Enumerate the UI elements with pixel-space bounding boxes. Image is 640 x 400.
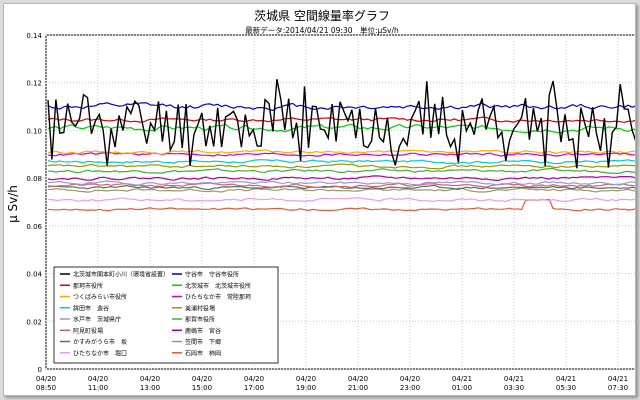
x-tick-date: 04/20 bbox=[140, 375, 160, 383]
series-line bbox=[47, 197, 637, 203]
legend-label: 笠間市 下郷 bbox=[185, 338, 221, 346]
chart-title: 茨城県 空間線量率グラフ bbox=[254, 8, 390, 23]
x-tick-date: 04/21 bbox=[608, 375, 628, 383]
x-tick-date: 04/20 bbox=[296, 375, 316, 383]
line-chart: 茨城県 空間線量率グラフ 最新データ:2014/04/21 09:30 単位:μ… bbox=[6, 8, 639, 392]
legend-label: 北茨城市関本町小川（環境省設置） bbox=[73, 271, 169, 279]
legend-label: 鉾田市 造谷 bbox=[73, 304, 109, 312]
x-tick-date: 04/21 bbox=[556, 375, 576, 383]
series-lines bbox=[47, 79, 637, 212]
x-tick-time: 01:00 bbox=[452, 384, 472, 392]
legend-label: 阿見町役場 bbox=[73, 327, 103, 335]
series-line bbox=[47, 163, 637, 170]
x-tick-date: 04/20 bbox=[348, 375, 368, 383]
legend-label: 石岡市 柿岡 bbox=[185, 349, 221, 357]
legend-label: ひたちなか市 堀口 bbox=[73, 349, 127, 357]
legend-label: 北茨城市 北茨城市役所 bbox=[185, 282, 251, 290]
series-line bbox=[47, 184, 637, 191]
x-tick-time: 19:00 bbox=[296, 384, 316, 392]
series-line bbox=[47, 151, 637, 157]
y-tick-label: 0.06 bbox=[26, 223, 42, 231]
y-tick-labels: 0 0.02 0.04 0.06 0.08 0.10 0.12 0.14 bbox=[26, 32, 42, 374]
legend-label: かすみがうら市 坂 bbox=[73, 338, 127, 346]
x-tick-date: 04/21 bbox=[504, 375, 524, 383]
series-line bbox=[47, 175, 637, 182]
x-tick-time: 13:00 bbox=[140, 384, 160, 392]
legend-box bbox=[53, 266, 279, 364]
x-tick-date: 04/20 bbox=[192, 375, 212, 383]
y-tick-label: 0.12 bbox=[26, 80, 42, 88]
series-line bbox=[47, 159, 637, 165]
x-tick-time: 23:00 bbox=[400, 384, 420, 392]
x-tick-date: 04/20 bbox=[88, 375, 108, 383]
legend-label: 鹿嶋市 宮谷 bbox=[185, 327, 221, 335]
legend-label: 守谷市 守谷市役所 bbox=[185, 271, 239, 279]
y-tick-label: 0.02 bbox=[26, 318, 42, 326]
y-axis-label: μ Sv/h bbox=[6, 185, 20, 223]
chart-window: 茨城県 空間線量率グラフ 最新データ:2014/04/21 09:30 単位:μ… bbox=[3, 3, 639, 396]
legend-label: 那賀市役所 bbox=[185, 316, 215, 324]
x-tick-date: 04/21 bbox=[452, 375, 472, 383]
y-tick-label: 0.14 bbox=[26, 32, 42, 40]
series-line bbox=[47, 180, 637, 186]
series-line bbox=[47, 182, 637, 189]
series-line bbox=[47, 149, 636, 155]
y-tick-label: 0.08 bbox=[26, 175, 42, 183]
x-tick-time: 17:00 bbox=[244, 384, 264, 392]
x-tick-date: 04/20 bbox=[400, 375, 420, 383]
x-tick-date: 04/20 bbox=[36, 375, 56, 383]
legend-label: ひたちなか市 常陸那珂 bbox=[185, 293, 251, 301]
x-tick-time: 11:00 bbox=[88, 384, 108, 392]
x-tick-labels: 04/2008:5004/2011:0004/2013:0004/2015:00… bbox=[36, 375, 628, 392]
y-tick-label: 0.10 bbox=[26, 127, 42, 135]
series-line bbox=[47, 116, 637, 124]
x-tick-time: 05:30 bbox=[556, 384, 576, 392]
x-tick-time: 07:30 bbox=[608, 384, 628, 392]
series-line bbox=[47, 167, 637, 175]
x-tick-date: 04/20 bbox=[244, 375, 264, 383]
chart-subtitle: 最新データ:2014/04/21 09:30 単位:μSv/h bbox=[245, 25, 399, 35]
x-tick-time: 21:00 bbox=[348, 384, 368, 392]
series-line bbox=[47, 187, 637, 193]
legend-label: つくばみらい市役所 bbox=[73, 293, 127, 301]
legend-label: 水戸市 茨城県庁 bbox=[73, 316, 121, 324]
x-tick-time: 15:00 bbox=[192, 384, 212, 392]
x-tick-time: 03:30 bbox=[504, 384, 524, 392]
legend-label: 那珂市役所 bbox=[73, 282, 103, 290]
series-line bbox=[47, 79, 637, 169]
legend-label: 美浦村役場 bbox=[185, 304, 215, 312]
y-tick-label: 0.04 bbox=[26, 271, 42, 279]
x-tick-time: 08:50 bbox=[36, 384, 56, 392]
y-tick-label: 0 bbox=[38, 366, 42, 374]
